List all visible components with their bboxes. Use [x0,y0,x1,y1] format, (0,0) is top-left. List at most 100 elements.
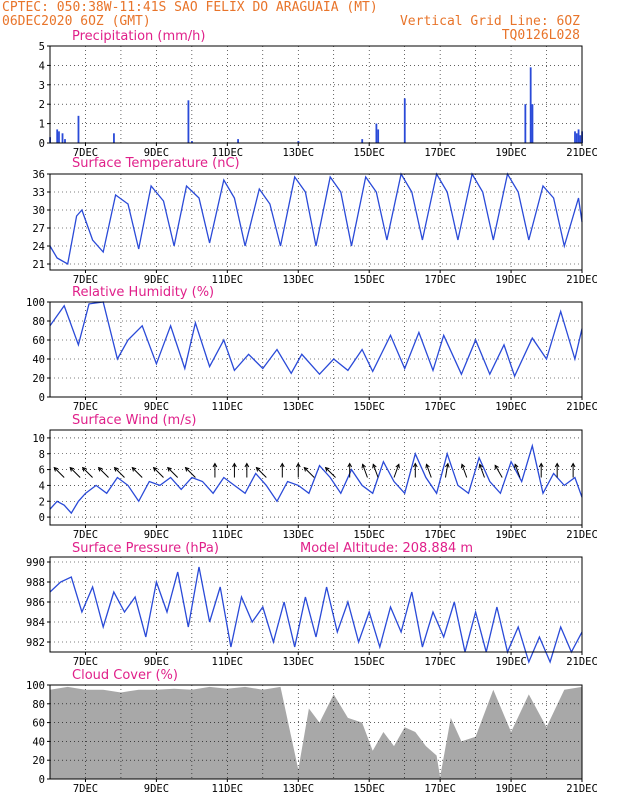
wind-arrow-head [184,466,190,472]
wind-arrow-head [361,463,366,469]
precip-bar [64,139,66,143]
cloud-xtick-label: 17DEC [424,783,456,795]
wind-arrow-head [81,466,87,472]
wind-title: Surface Wind (m/s) [72,413,196,428]
pressure-line [49,566,583,664]
wind-ytick-label: 0 [39,512,45,524]
pressure-ytick-label: 986 [26,597,45,609]
precip-ytick-label: 4 [39,60,45,72]
precip-bar [529,67,532,143]
header-model-id: TQ0126L028 [502,28,580,43]
wind-xtick-label: 21DEC [566,529,598,541]
precip-xtick-label: 17DEC [424,147,456,159]
wind-arrow-shaft [479,464,485,478]
wind-arrow-head [494,464,499,470]
precip-xtick-label: 19DEC [495,147,527,159]
wind-arrow-head [514,463,519,469]
wind-arrow-shaft [82,467,93,478]
cloud-xtick-label: 15DEC [353,783,385,795]
precip-xtick-label: 21DEC [566,147,598,159]
wind-arrow-shaft [362,464,368,478]
wind-arrow-head [131,466,137,472]
cloud-xtick-label: 19DEC [495,783,527,795]
wind-arrow-shaft [131,467,143,478]
cloud-ytick-label: 40 [32,736,45,748]
temp-xtick-label: 11DEC [212,274,244,286]
precip-bar [237,139,239,143]
wind-arrow-head [412,462,418,468]
cloud-xtick-label: 9DEC [144,783,169,795]
cloud-area [50,686,582,779]
precip-bar [187,100,190,143]
precip-bar [61,133,64,143]
temp-ytick-label: 36 [32,169,45,181]
rh-xtick-label: 13DEC [282,401,314,413]
temp-xtick-label: 19DEC [495,274,527,286]
wind-arrow-shaft [325,467,336,478]
precip-bar [58,131,60,143]
wind-ytick-label: 6 [39,465,45,477]
rh-ytick-label: 80 [32,316,45,328]
precip-xtick-label: 7DEC [73,147,98,159]
precip-frame [49,45,583,144]
wind-arrow-head [372,463,377,469]
rh-xtick-label: 21DEC [566,401,598,413]
temp-frame [49,173,583,271]
rh-ytick-label: 40 [32,354,45,366]
pressure-xtick-label: 17DEC [424,656,456,668]
wind-arrow-head [538,462,544,468]
wind-arrow-shaft [256,467,267,478]
wind-arrow-head [554,462,560,468]
precip-bar [56,129,59,143]
precip-bar [375,123,378,143]
wind-arrow-shaft [444,463,449,478]
temp-xtick-label: 9DEC [144,274,169,286]
wind-arrow-shaft [461,464,468,478]
rh-title: Relative Humidity (%) [72,285,214,300]
wind-xtick-label: 19DEC [495,529,527,541]
wind-ytick-label: 2 [39,496,45,508]
pressure-xtick-label: 9DEC [144,656,169,668]
precip-ytick-label: 0 [39,138,45,150]
wind-arrow-shaft [167,467,179,478]
cloud-title: Cloud Cover (%) [72,668,178,683]
cloud-frame [49,684,583,780]
precip-title: Precipitation (mm/h) [72,29,205,44]
wind-arrow-head [395,463,400,469]
cloud-ytick-label: 100 [26,680,45,692]
temp-ytick-label: 24 [32,241,45,253]
wind-arrow-head [232,462,237,468]
temp-ytick-label: 27 [32,223,45,235]
wind-xtick-label: 9DEC [144,529,169,541]
precip-bar [575,133,578,143]
rh-xtick-label: 17DEC [424,401,456,413]
header-date: 06DEC2020 6OZ (GMT) [2,14,151,29]
cloud-ytick-label: 0 [39,774,45,786]
cloud-ytick-label: 60 [32,718,45,730]
pressure-xtick-label: 19DEC [495,656,527,668]
rh-xtick-label: 11DEC [212,401,244,413]
rh-ytick-label: 20 [32,373,45,385]
wind-arrow-head [347,462,353,468]
wind-xtick-label: 11DEC [212,529,244,541]
wind-arrow-shaft [303,467,315,478]
wind-arrow-head [255,466,261,472]
wind-arrow-shaft [153,467,164,478]
pressure-xtick-label: 21DEC [566,656,598,668]
rh-xtick-label: 15DEC [353,401,385,413]
wind-arrow-head [425,463,430,469]
wind-arrow-head [69,466,75,472]
wind-xtick-label: 15DEC [353,529,385,541]
temp-xtick-label: 21DEC [566,274,598,286]
wind-arrow-head [570,462,576,468]
temp-ytick-label: 33 [32,187,45,199]
temp-xtick-label: 7DEC [73,274,98,286]
wind-ytick-label: 10 [32,433,45,445]
wind-arrow-shaft [514,464,521,478]
temp-xtick-label: 17DEC [424,274,456,286]
wind-ytick-label: 8 [39,449,45,461]
precip-xtick-label: 11DEC [212,147,244,159]
temp-ytick-label: 30 [32,205,45,217]
rh-frame [49,301,583,398]
